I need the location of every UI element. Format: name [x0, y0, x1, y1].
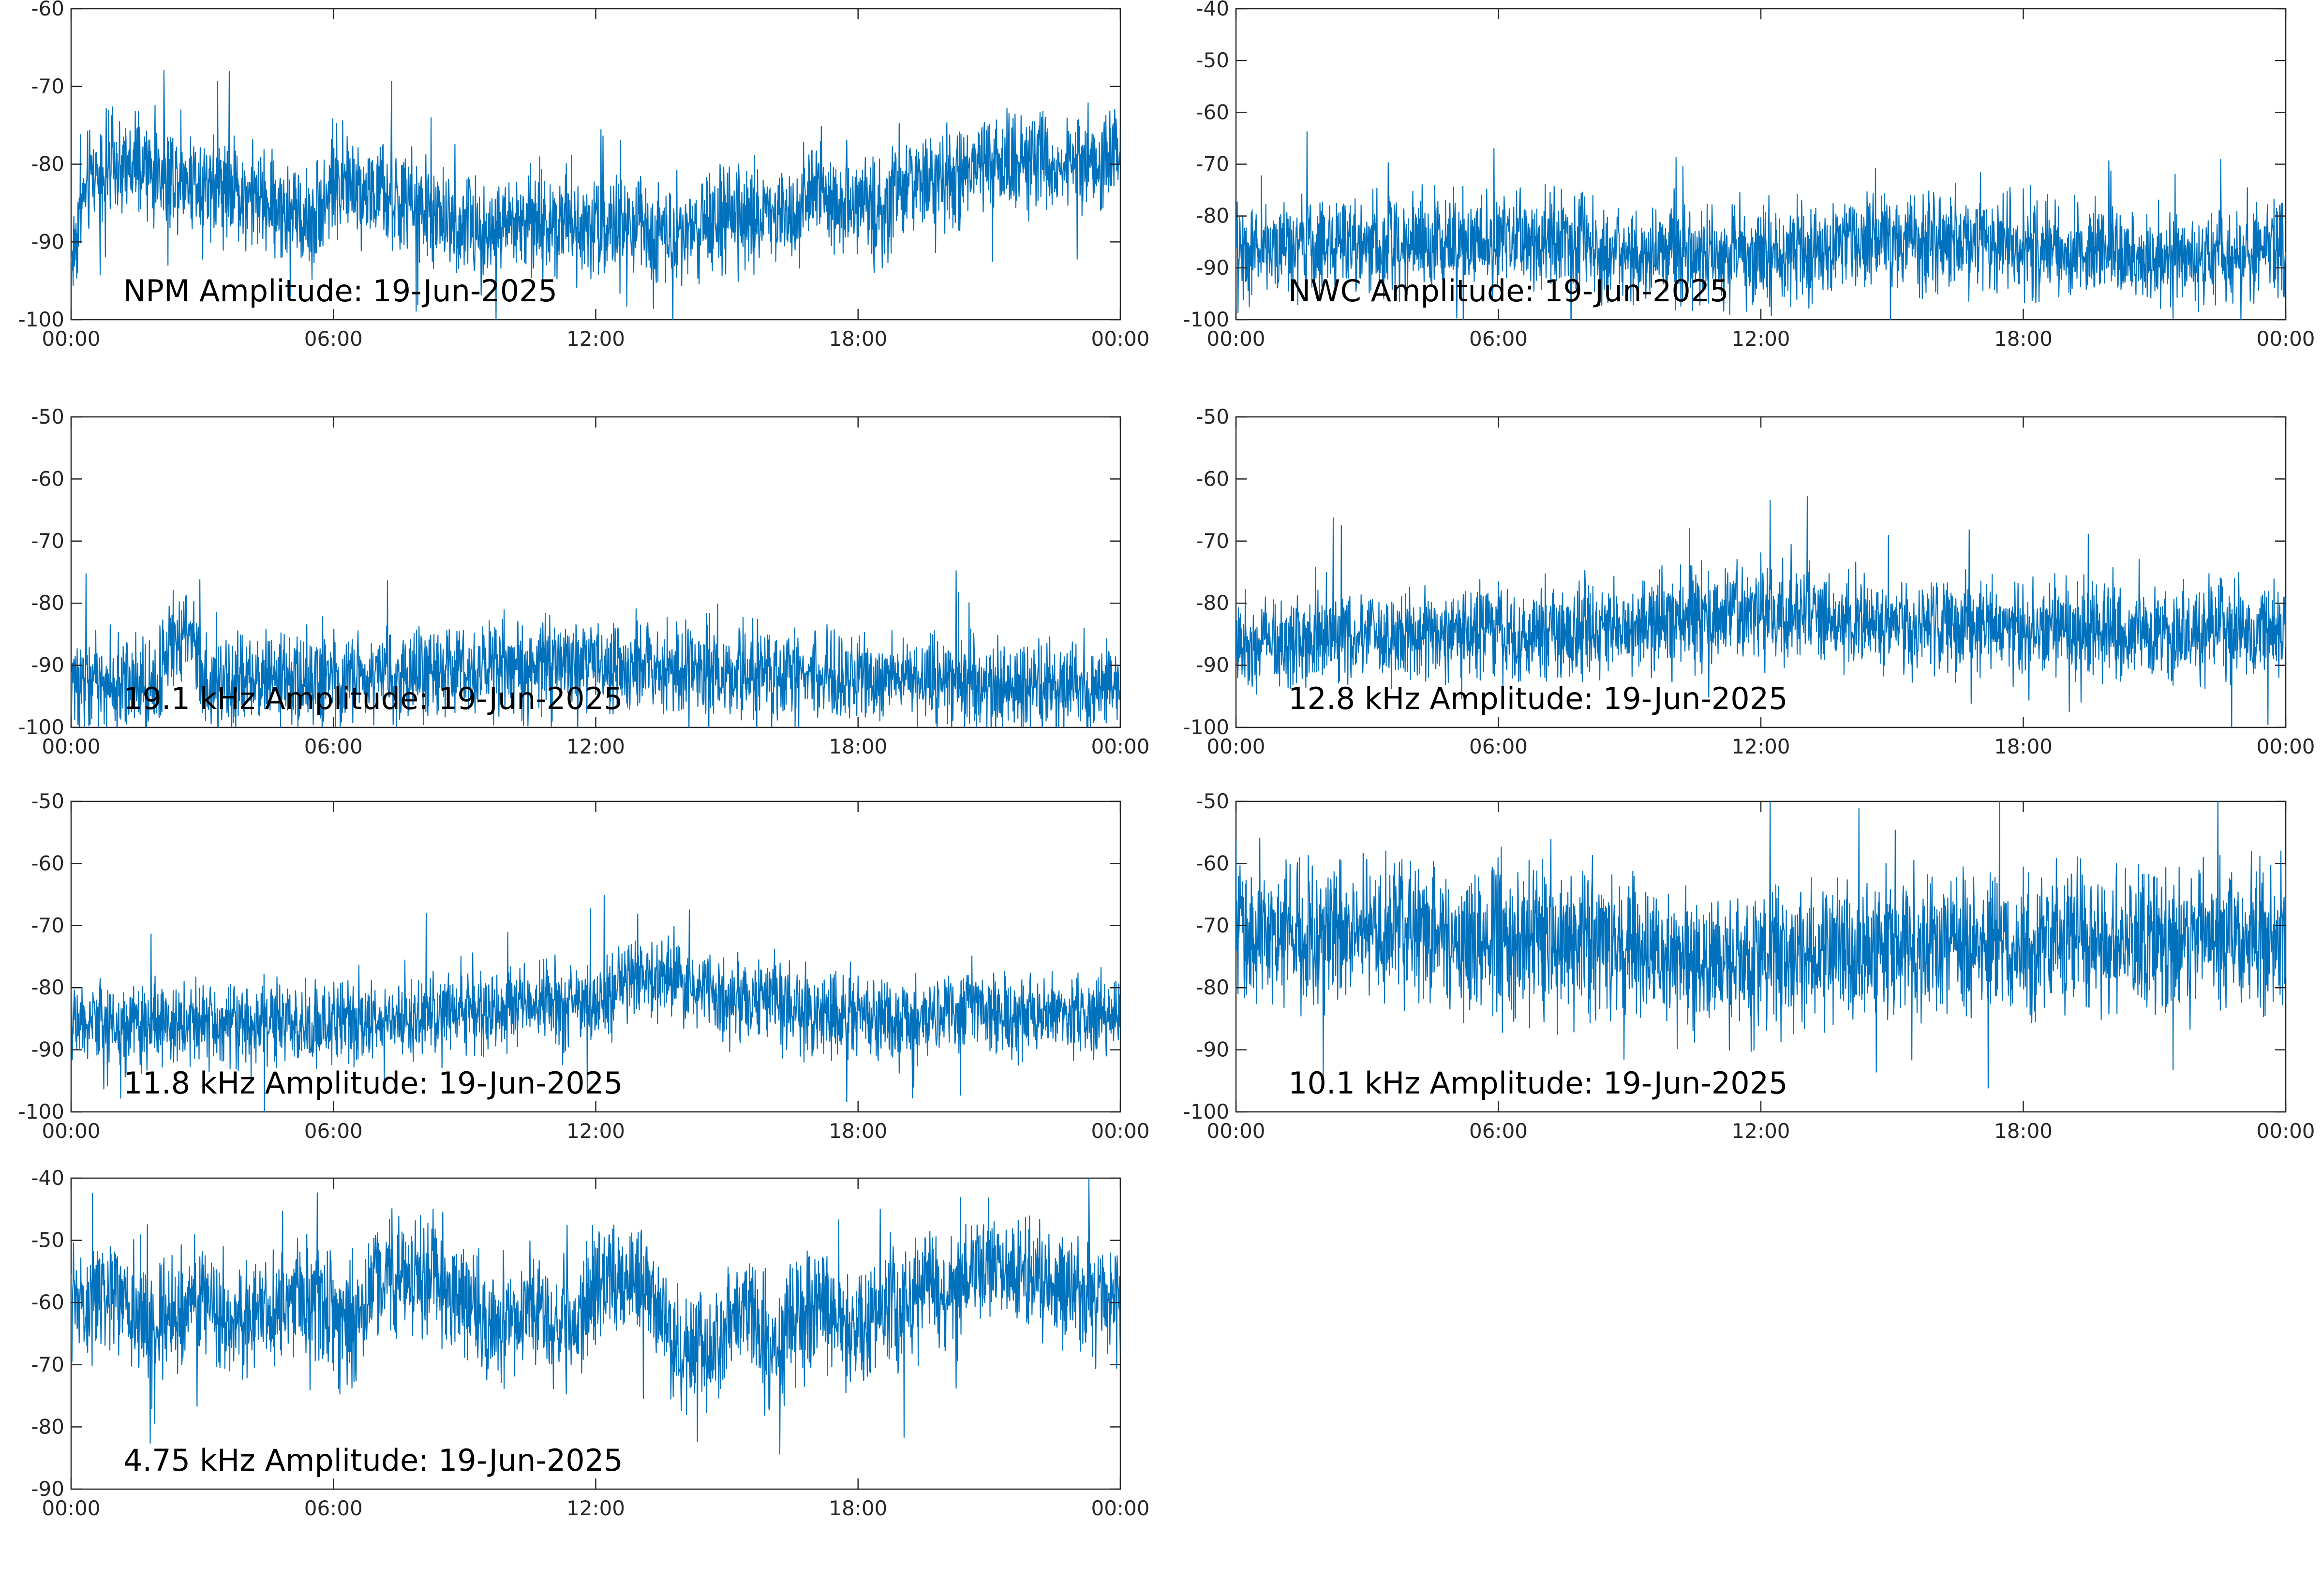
x-tick-label: 00:00 — [1206, 327, 1265, 351]
chart-title: 12.8 kHz Amplitude: 19-Jun-2025 — [1288, 681, 1788, 716]
x-tick-label: 00:00 — [42, 327, 100, 351]
chart-panel: 00:00 06:00 12:00 18:00 00:00 -50 -60 -70 -80 -90… — [1183, 405, 2315, 758]
y-tick-label: -90 — [31, 230, 64, 253]
x-tick-label: 00:00 — [1091, 1119, 1149, 1143]
x-tick-label: 12:00 — [566, 1119, 625, 1143]
x-tick-label: 00:00 — [2256, 327, 2315, 351]
x-tick-label: 12:00 — [1731, 327, 1790, 351]
series-line — [71, 570, 1120, 727]
y-tick-label: -90 — [31, 1477, 64, 1501]
chart-panel: 00:00 06:00 12:00 18:00 00:00 -40 -50 -60 -70 -80… — [31, 1166, 1149, 1520]
y-tick-label: -90 — [1196, 256, 1229, 280]
x-tick-label: 00:00 — [1091, 735, 1149, 758]
y-tick-label: -50 — [31, 1228, 64, 1252]
y-tick-label: -90 — [31, 1038, 64, 1062]
y-tick-label: -70 — [1196, 529, 1229, 553]
y-tick-label: -60 — [31, 467, 64, 490]
y-tick-label: -80 — [31, 591, 64, 615]
y-tick-label: -60 — [1196, 851, 1229, 875]
y-tick-label: -60 — [31, 0, 64, 20]
x-tick-label: 12:00 — [566, 735, 625, 758]
chart-panel: 00:00 06:00 12:00 18:00 00:00 -40 -50 -60 -70 -80… — [1183, 0, 2315, 351]
chart-title: NPM Amplitude: 19-Jun-2025 — [123, 273, 557, 309]
x-tick-label: 12:00 — [1731, 735, 1790, 758]
x-tick-label: 12:00 — [566, 1496, 625, 1520]
x-tick-label: 06:00 — [304, 1496, 363, 1520]
y-tick-label: -70 — [31, 74, 64, 98]
chart-panel: 00:00 06:00 12:00 18:00 00:00 -50 -60 -70 -80 -90… — [18, 405, 1150, 758]
x-tick-label: 00:00 — [1206, 1119, 1265, 1143]
y-tick-label: -70 — [31, 914, 64, 937]
y-tick-label: -70 — [31, 529, 64, 553]
x-tick-label: 18:00 — [1994, 735, 2053, 758]
chart-panel: 00:00 06:00 12:00 18:00 00:00 -60 -70 -80 -90 -10… — [18, 0, 1150, 351]
x-tick-label: 06:00 — [1469, 327, 1528, 351]
chart-title: 19.1 kHz Amplitude: 19-Jun-2025 — [123, 681, 623, 716]
y-tick-label: -80 — [31, 1415, 64, 1438]
x-tick-label: 06:00 — [1469, 1119, 1528, 1143]
x-tick-label: 06:00 — [304, 735, 363, 758]
x-tick-label: 00:00 — [42, 1496, 100, 1520]
y-tick-label: -80 — [1196, 975, 1229, 999]
y-tick-label: -50 — [31, 789, 64, 813]
y-tick-label: -70 — [1196, 152, 1229, 176]
y-tick-label: -100 — [18, 715, 64, 739]
y-tick-label: -50 — [1196, 48, 1229, 72]
x-tick-label: 00:00 — [1091, 327, 1149, 351]
x-tick-label: 06:00 — [1469, 735, 1528, 758]
x-tick-label: 18:00 — [829, 1496, 887, 1520]
series-line — [71, 70, 1120, 320]
x-tick-label: 12:00 — [566, 327, 625, 351]
chart-title: 4.75 kHz Amplitude: 19-Jun-2025 — [123, 1443, 623, 1478]
y-tick-label: -60 — [1196, 467, 1229, 490]
x-tick-label: 00:00 — [1206, 735, 1265, 758]
y-tick-label: -100 — [1183, 308, 1229, 331]
y-tick-label: -80 — [31, 975, 64, 999]
y-tick-label: -50 — [31, 405, 64, 429]
x-tick-label: 00:00 — [2256, 1119, 2315, 1143]
y-tick-label: -60 — [31, 851, 64, 875]
x-tick-label: 18:00 — [1994, 327, 2053, 351]
y-tick-label: -60 — [31, 1290, 64, 1314]
chart-panel: 00:00 06:00 12:00 18:00 00:00 -50 -60 -70 -80 -90… — [18, 789, 1150, 1143]
y-tick-label: -60 — [1196, 100, 1229, 124]
x-tick-label: 00:00 — [2256, 735, 2315, 758]
x-tick-label: 18:00 — [829, 735, 887, 758]
x-tick-label: 06:00 — [304, 1119, 363, 1143]
x-tick-label: 06:00 — [304, 327, 363, 351]
y-tick-label: -40 — [31, 1166, 64, 1190]
y-tick-label: -80 — [1196, 591, 1229, 615]
y-tick-label: -90 — [1196, 653, 1229, 677]
y-tick-label: -70 — [1196, 914, 1229, 937]
y-tick-label: -50 — [1196, 789, 1229, 813]
series-line — [71, 1178, 1120, 1455]
chart-title: NWC Amplitude: 19-Jun-2025 — [1288, 273, 1729, 309]
y-tick-label: -90 — [31, 653, 64, 677]
series-line — [1236, 801, 2286, 1089]
x-tick-label: 18:00 — [1994, 1119, 2053, 1143]
x-tick-label: 12:00 — [1731, 1119, 1790, 1143]
y-tick-label: -100 — [1183, 1100, 1229, 1123]
series-line — [1236, 131, 2286, 320]
y-tick-label: -90 — [1196, 1038, 1229, 1062]
y-tick-label: -100 — [18, 1100, 64, 1123]
series-line — [1236, 496, 2286, 727]
chart-title: 10.1 kHz Amplitude: 19-Jun-2025 — [1288, 1065, 1788, 1101]
chart-panel: 00:00 06:00 12:00 18:00 00:00 -50 -60 -70 -80 -90… — [1183, 789, 2315, 1143]
y-tick-label: -80 — [1196, 204, 1229, 228]
x-tick-label: 00:00 — [42, 735, 100, 758]
x-tick-label: 00:00 — [1091, 1496, 1149, 1520]
x-tick-label: 18:00 — [829, 1119, 887, 1143]
x-tick-label: 00:00 — [42, 1119, 100, 1143]
y-tick-label: -40 — [1196, 0, 1229, 20]
y-tick-label: -100 — [18, 308, 64, 331]
x-tick-label: 18:00 — [829, 327, 887, 351]
y-tick-label: -50 — [1196, 405, 1229, 429]
y-tick-label: -100 — [1183, 715, 1229, 739]
chart-title: 11.8 kHz Amplitude: 19-Jun-2025 — [123, 1065, 623, 1101]
series-line — [71, 895, 1120, 1112]
y-tick-label: -70 — [31, 1353, 64, 1376]
y-tick-label: -80 — [31, 152, 64, 176]
